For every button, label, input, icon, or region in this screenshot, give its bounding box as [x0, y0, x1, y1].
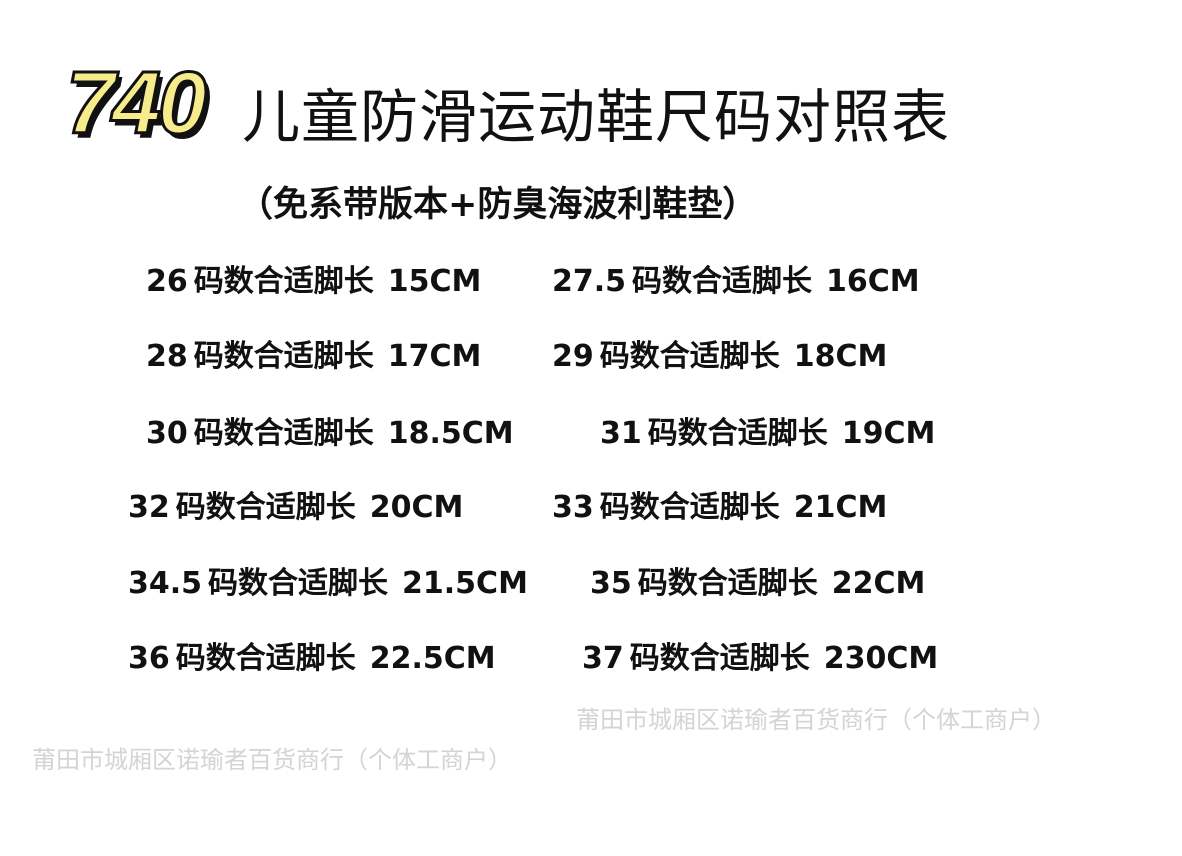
- shoe-size: 27.5: [552, 264, 627, 299]
- size-entry: 31 码数合适脚长 19CM: [600, 408, 935, 452]
- size-label: 码数合适脚长: [599, 490, 780, 525]
- foot-length: 21CM: [793, 490, 888, 525]
- foot-length: 230CM: [823, 641, 939, 676]
- shoe-size: 36: [128, 641, 170, 676]
- size-label: 码数合适脚长: [193, 416, 374, 451]
- size-label: 码数合适脚长: [175, 641, 356, 676]
- size-entry: 32 码数合适脚长 20CM: [128, 482, 463, 526]
- foot-length: 19CM: [841, 416, 936, 451]
- size-label: 码数合适脚长: [599, 339, 780, 374]
- size-entry: 36 码数合适脚长 22.5CM: [128, 633, 496, 677]
- size-label: 码数合适脚长: [175, 490, 356, 525]
- size-entry: 29 码数合适脚长 18CM: [552, 331, 887, 375]
- shoe-size: 26: [146, 264, 188, 299]
- size-label: 码数合适脚长: [647, 416, 828, 451]
- shoe-size: 31: [600, 416, 642, 451]
- size-entry: 27.5 码数合适脚长 16CM: [552, 256, 920, 300]
- size-entry: 33 码数合适脚长 21CM: [552, 482, 887, 526]
- size-entry: 37 码数合适脚长 230CM: [582, 633, 938, 677]
- size-entry: 28 码数合适脚长 17CM: [146, 331, 481, 375]
- foot-length: 17CM: [387, 339, 482, 374]
- size-entry: 26 码数合适脚长 15CM: [146, 256, 481, 300]
- foot-length: 16CM: [826, 264, 920, 299]
- size-label: 码数合适脚长: [208, 566, 389, 601]
- page-title: 儿童防滑运动鞋尺码对照表: [242, 83, 951, 151]
- foot-length: 20CM: [369, 490, 464, 525]
- subtitle: （免系带版本+防臭海波利鞋垫）: [238, 185, 758, 225]
- foot-length: 15CM: [387, 264, 482, 299]
- shoe-size: 32: [128, 490, 170, 525]
- size-label: 码数合适脚长: [637, 566, 818, 601]
- model-number: 740: [65, 52, 209, 154]
- shoe-size: 30: [146, 416, 188, 451]
- watermark-top: 莆田市城厢区诺瑜者百货商行（个体工商户）: [32, 746, 512, 774]
- shoe-size: 35: [590, 566, 632, 601]
- size-label: 码数合适脚长: [193, 264, 374, 299]
- foot-length: 21.5CM: [402, 566, 528, 601]
- watermark-bottom: 莆田市城厢区诺瑜者百货商行（个体工商户）: [576, 706, 1056, 734]
- shoe-size: 33: [552, 490, 594, 525]
- foot-length: 22CM: [831, 566, 926, 601]
- size-label: 码数合适脚长: [629, 641, 810, 676]
- size-label: 码数合适脚长: [193, 339, 374, 374]
- size-label: 码数合适脚长: [632, 264, 813, 299]
- size-entry: 34.5 码数合适脚长 21.5CM: [128, 558, 528, 602]
- shoe-size: 28: [146, 339, 188, 374]
- shoe-size: 29: [552, 339, 594, 374]
- shoe-size: 34.5: [128, 566, 203, 601]
- foot-length: 18.5CM: [387, 416, 514, 451]
- size-entry: 35 码数合适脚长 22CM: [590, 558, 925, 602]
- foot-length: 22.5CM: [369, 641, 496, 676]
- shoe-size: 37: [582, 641, 624, 676]
- foot-length: 18CM: [793, 339, 888, 374]
- size-entry: 30 码数合适脚长 18.5CM: [146, 408, 514, 452]
